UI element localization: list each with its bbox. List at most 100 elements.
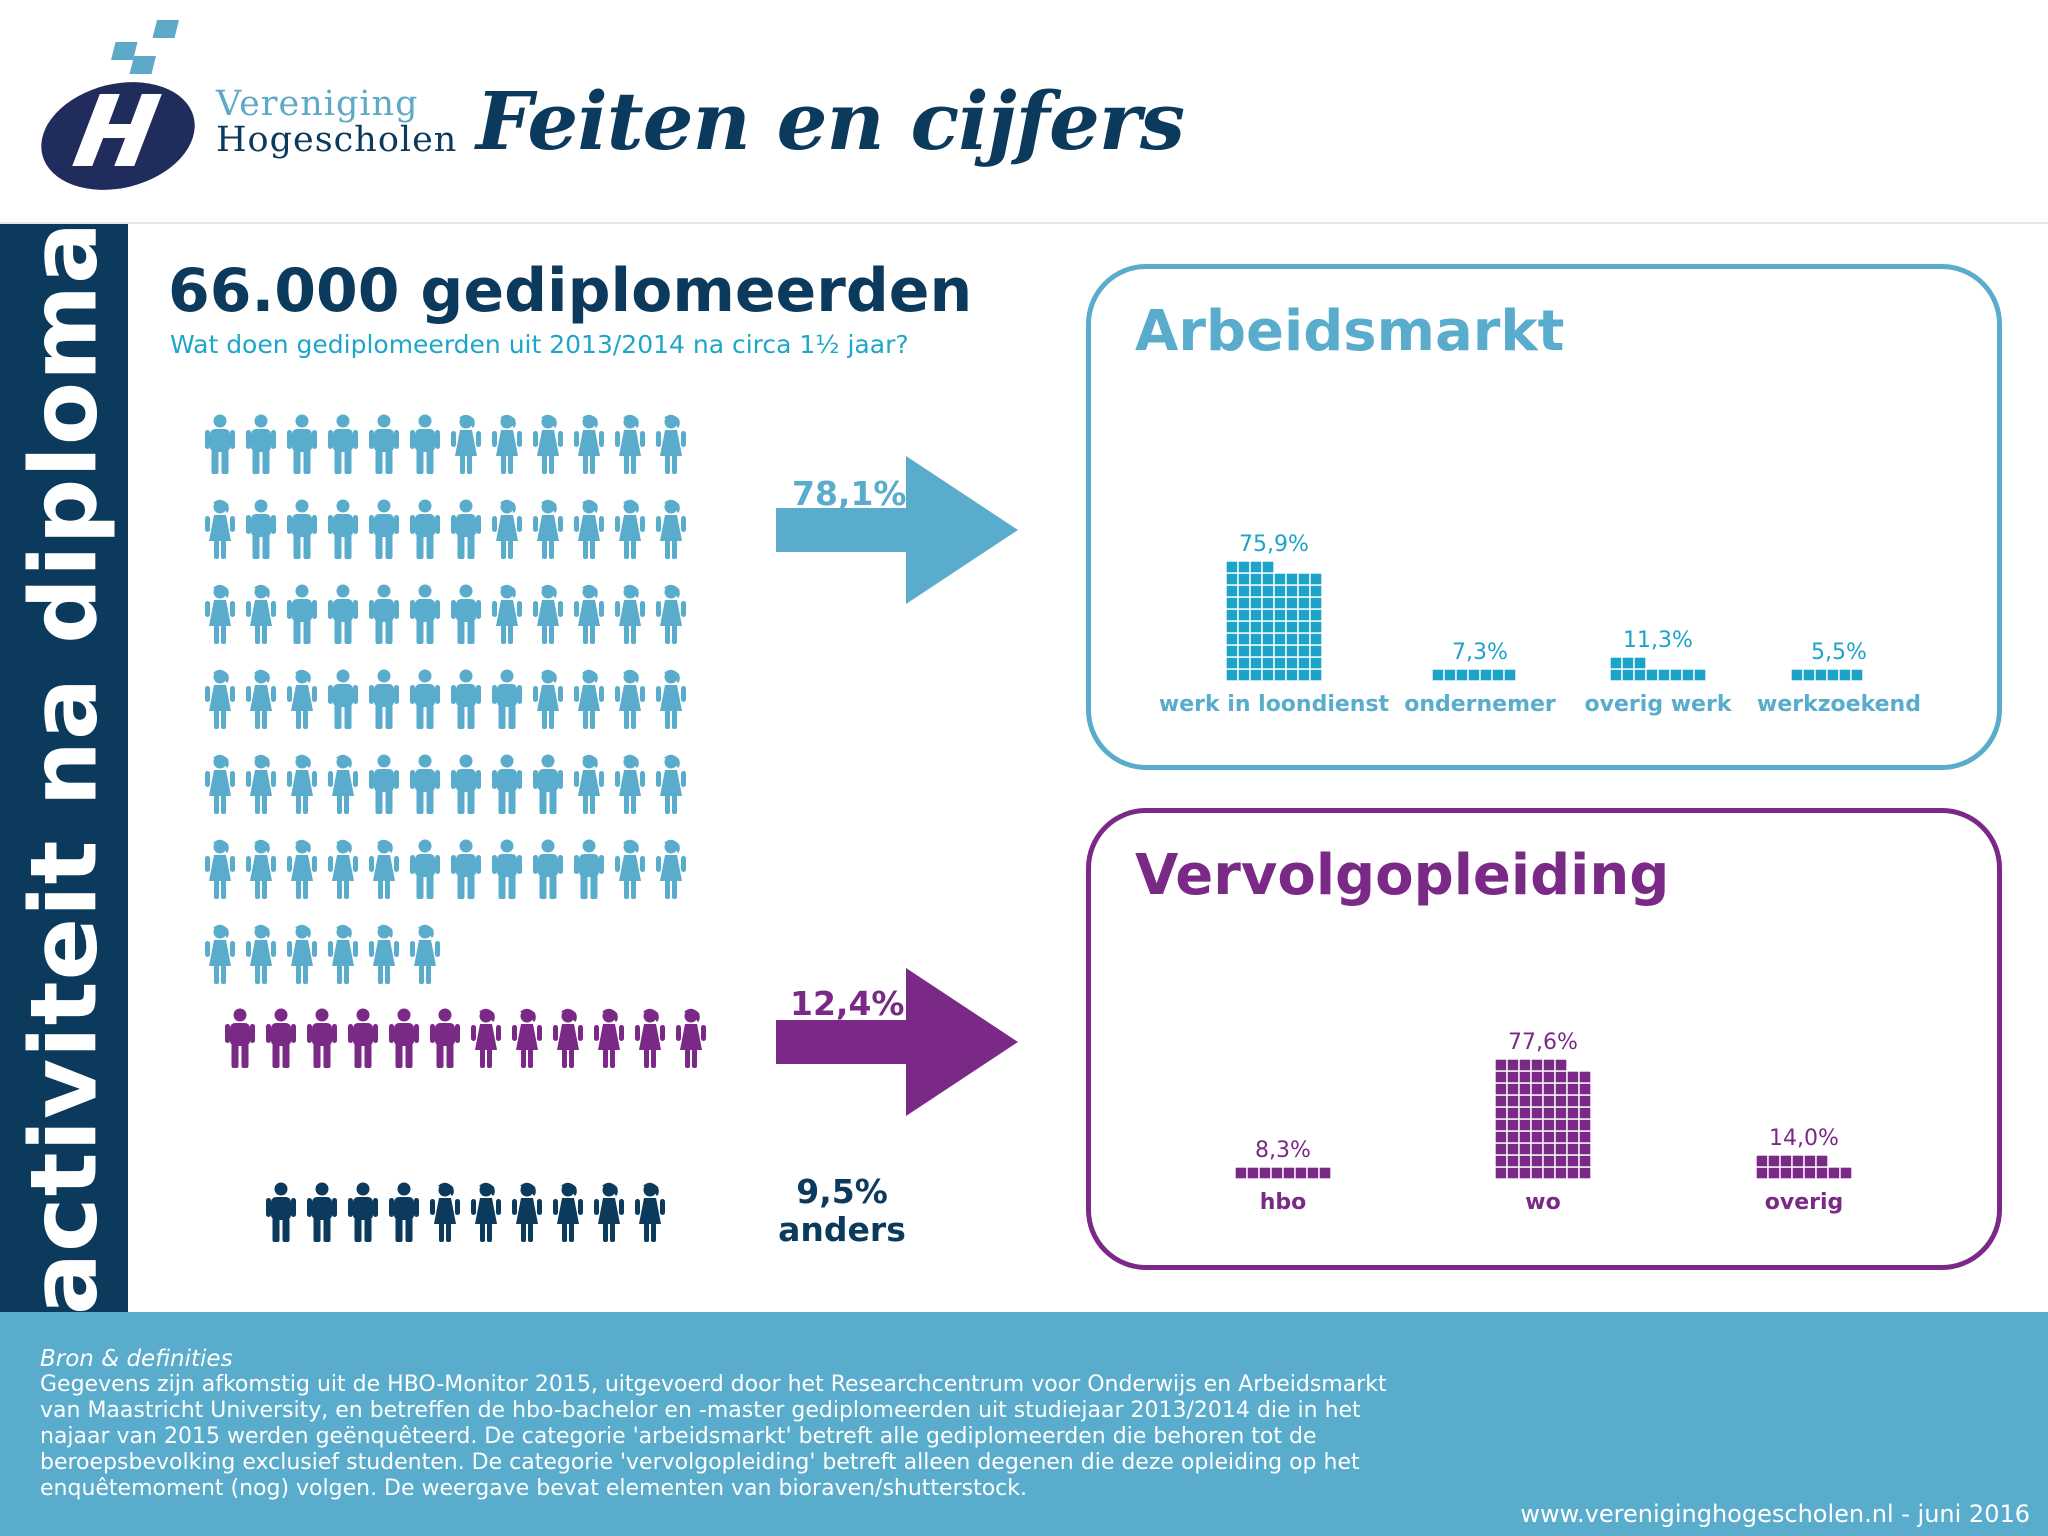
person-male-icon <box>383 1182 424 1248</box>
category-label: werkzoekend <box>1757 692 1921 717</box>
person-male-icon <box>363 669 404 735</box>
person-female-icon <box>506 1182 547 1248</box>
bar-chart-vervolgopleiding: 8,3% hbo 77,6% wo 14,0% overig <box>1234 1030 1853 1215</box>
person-male-icon <box>383 1008 424 1074</box>
value-label: 11,3% <box>1623 628 1693 653</box>
person-female-icon <box>486 499 527 565</box>
bar-hbo <box>1234 1166 1332 1180</box>
vereniging-hogescholen-logo-icon <box>41 20 195 190</box>
person-male-icon <box>363 584 404 650</box>
category-label: hbo <box>1260 1190 1307 1215</box>
person-female-icon <box>568 499 609 565</box>
people-grid-arbeidsmarkt <box>199 414 691 1009</box>
person-female-icon <box>486 414 527 480</box>
person-female-icon <box>445 414 486 480</box>
person-male-icon <box>568 839 609 905</box>
vervolgopleiding-percentage: 12,4% <box>790 984 905 1023</box>
person-female-icon <box>424 1182 465 1248</box>
person-female-icon <box>199 839 240 905</box>
sidebar: activiteit na diploma <box>0 221 128 1315</box>
person-male-icon <box>281 414 322 480</box>
footer: Bron & definities Gegevens zijn afkomsti… <box>0 1312 2048 1536</box>
person-female-icon <box>670 1008 711 1074</box>
person-male-icon <box>322 414 363 480</box>
person-female-icon <box>650 414 691 480</box>
person-male-icon <box>404 584 445 650</box>
person-female-icon <box>199 754 240 820</box>
header: Vereniging Hogescholen Feiten en cijfers <box>0 0 2048 224</box>
person-male-icon <box>281 584 322 650</box>
anders-percentage: 9,5% <box>796 1172 888 1211</box>
person-female-icon <box>322 839 363 905</box>
person-female-icon <box>322 924 363 990</box>
person-female-icon <box>486 584 527 650</box>
person-female-icon <box>568 754 609 820</box>
person-female-icon <box>281 924 322 990</box>
person-male-icon <box>424 1008 465 1074</box>
person-female-icon <box>609 584 650 650</box>
person-male-icon <box>199 414 240 480</box>
value-label: 14,0% <box>1769 1126 1839 1151</box>
person-male-icon <box>404 499 445 565</box>
category-label: overig werk <box>1585 692 1733 717</box>
person-male-icon <box>260 1182 301 1248</box>
bar-werk-in-loondienst <box>1225 560 1323 682</box>
panel-arbeidsmarkt: Arbeidsmarkt 75,9% werk in loondienst 7,3%… <box>1086 264 2002 770</box>
person-male-icon <box>363 414 404 480</box>
panel-title-vervolgopleiding: Vervolgopleiding <box>1135 843 1670 908</box>
bar-overig-werk <box>1609 656 1707 682</box>
bar-chart-arbeidsmarkt: 75,9% werk in loondienst 7,3% ondernemer 11,… <box>1159 532 1921 717</box>
person-female-icon <box>240 754 281 820</box>
person-male-icon <box>445 584 486 650</box>
person-male-icon <box>527 839 568 905</box>
person-female-icon <box>527 414 568 480</box>
person-female-icon <box>568 414 609 480</box>
bar-overig <box>1755 1154 1853 1180</box>
bar-wo <box>1494 1058 1592 1180</box>
anders-label: anders <box>778 1210 906 1249</box>
person-female-icon <box>199 669 240 735</box>
person-female-icon <box>650 754 691 820</box>
person-female-icon <box>588 1182 629 1248</box>
person-female-icon <box>240 669 281 735</box>
person-male-icon <box>486 669 527 735</box>
person-female-icon <box>527 584 568 650</box>
person-female-icon <box>609 754 650 820</box>
panel-title-arbeidsmarkt: Arbeidsmarkt <box>1135 299 1565 364</box>
person-male-icon <box>301 1008 342 1074</box>
person-female-icon <box>609 499 650 565</box>
footer-body: Gegevens zijn afkomstig uit de HBO-Monit… <box>40 1372 1387 1501</box>
person-female-icon <box>322 754 363 820</box>
person-female-icon <box>547 1182 588 1248</box>
person-male-icon <box>486 754 527 820</box>
person-female-icon <box>363 839 404 905</box>
person-male-icon <box>445 669 486 735</box>
person-female-icon <box>281 839 322 905</box>
person-male-icon <box>260 1008 301 1074</box>
logo-text-vereniging: Vereniging <box>216 84 419 124</box>
logo-text-hogescholen: Hogescholen <box>216 120 458 160</box>
category-label: ondernemer <box>1404 692 1556 717</box>
person-male-icon <box>363 754 404 820</box>
category-label: werk in loondienst <box>1159 692 1390 717</box>
person-female-icon <box>199 499 240 565</box>
person-female-icon <box>281 669 322 735</box>
value-label: 7,3% <box>1452 640 1508 665</box>
person-female-icon <box>465 1008 506 1074</box>
person-female-icon <box>650 839 691 905</box>
person-male-icon <box>322 669 363 735</box>
person-male-icon <box>240 499 281 565</box>
person-male-icon <box>445 754 486 820</box>
person-male-icon <box>281 499 322 565</box>
person-female-icon <box>629 1182 670 1248</box>
person-female-icon <box>240 839 281 905</box>
person-male-icon <box>342 1182 383 1248</box>
person-female-icon <box>588 1008 629 1074</box>
person-female-icon <box>240 584 281 650</box>
person-male-icon <box>404 754 445 820</box>
person-male-icon <box>486 839 527 905</box>
person-male-icon <box>240 414 281 480</box>
headline-subtitle: Wat doen gediplomeerden uit 2013/2014 na… <box>170 330 909 359</box>
person-female-icon <box>199 924 240 990</box>
person-female-icon <box>650 499 691 565</box>
